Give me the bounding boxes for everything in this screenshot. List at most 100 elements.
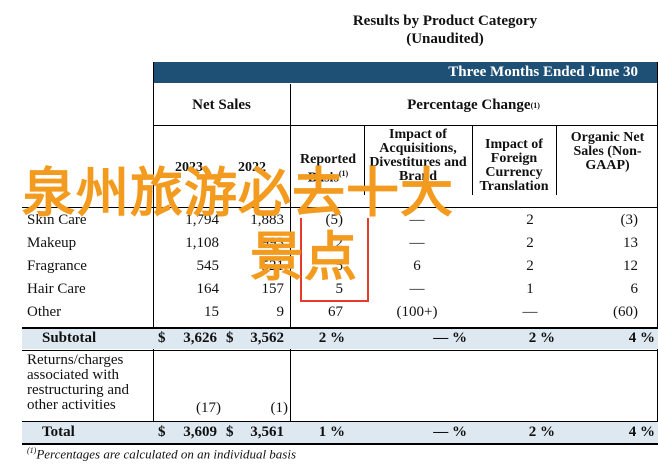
footnote: (1)Percentages are calculated on an indi… [27, 446, 296, 462]
col-2022: 2022 [238, 160, 266, 175]
grid-line [153, 125, 658, 126]
pct-sign: % [330, 330, 345, 346]
pct-sign: % [640, 330, 655, 346]
row-label: Skin Care [27, 212, 87, 228]
cell-reported: 12 [328, 235, 343, 251]
total-fx: 2 % [475, 424, 555, 441]
grid-line [22, 350, 658, 351]
grid-line [153, 62, 154, 444]
cell-reported: 67 [328, 304, 343, 320]
row-label: Other [27, 304, 62, 320]
report-subtitle: (Unaudited) [406, 31, 484, 47]
cell-y2023: 164 [196, 281, 220, 297]
cell-y2022: 993 [261, 235, 285, 251]
returns-label: Returns/charges associated with restruct… [27, 353, 129, 413]
overlay-line-2: 景点 [250, 227, 358, 288]
subtotal-cur-2023: $ [158, 330, 166, 346]
cell-fx: 2 [526, 258, 534, 274]
pct-sign: % [330, 424, 345, 440]
grid-line [472, 125, 473, 195]
col-reported: Reported Basis(1) [293, 153, 363, 186]
total-cur-2023: $ [158, 424, 166, 440]
subtotal-organic-value: 4 [628, 330, 637, 346]
period-header-bar: Three Months Ended June 30 [153, 62, 658, 83]
grid-line [22, 443, 658, 445]
total-acq-value: — [433, 424, 449, 440]
red-frame-overlay [300, 218, 369, 302]
total-band [22, 422, 658, 443]
grid-line [22, 207, 658, 208]
subtotal-reported-value: 2 [318, 330, 327, 346]
pct-sign: % [540, 424, 555, 440]
cell-y2023: 1,794 [185, 212, 219, 228]
cell-y2022: 1,883 [250, 212, 284, 228]
cell-acq: (100+) [396, 304, 438, 320]
pct-sign: % [640, 424, 655, 440]
row-label: Fragrance [27, 258, 87, 274]
total-cur-2022: $ [226, 424, 234, 440]
col-organic: Organic Net Sales (Non-GAAP) [570, 130, 645, 173]
returns-2023: (17) [196, 400, 221, 416]
subtotal-organic: 4 % [560, 330, 655, 347]
pct-sign: % [540, 330, 555, 346]
cell-acq: — [409, 235, 425, 251]
cell-organic: 6 [630, 281, 639, 297]
total-organic-value: 4 [628, 424, 637, 440]
cell-acq: — [409, 212, 425, 228]
report-title: Results by Product Category [352, 13, 538, 29]
footnote-ref: (1) [27, 446, 37, 455]
pct-change-label: Percentage Change [407, 96, 531, 113]
total-reported-value: 1 [318, 424, 327, 440]
grid-line [22, 327, 658, 329]
row-label: Hair Care [27, 281, 86, 297]
cell-acq: — [409, 281, 425, 297]
row-label: Makeup [27, 235, 77, 251]
total-2022: 3,561 [250, 424, 284, 440]
subtotal-acq-value: — [433, 330, 449, 346]
returns-line: other activities [27, 397, 116, 413]
col-acquisitions: Impact of Acquisitions, Divestitures and… [369, 127, 467, 184]
total-2023: 3,609 [183, 424, 217, 440]
cell-fx: 2 [526, 235, 534, 251]
cell-y2023: 15 [204, 304, 219, 320]
cell-y2022: 9 [276, 304, 285, 320]
total-organic: 4 % [560, 424, 655, 441]
cell-reported: (5) [325, 212, 344, 228]
pct-sign: % [452, 424, 467, 440]
col-reported-footnote-ref: (1) [338, 169, 349, 178]
cell-y2022: 521 [261, 258, 285, 274]
cell-organic: 13 [623, 235, 638, 251]
returns-line: restructuring and [27, 382, 130, 398]
cell-fx: 1 [526, 281, 534, 297]
grid-line [290, 84, 291, 444]
cell-fx: — [522, 304, 538, 320]
total-fx-value: 2 [528, 424, 537, 440]
cell-organic: 12 [623, 258, 638, 274]
subtotal-band [22, 328, 658, 349]
overlay-line-1: 泉州旅游必去十大 [22, 163, 454, 224]
watermark-overlay-text: 泉州旅游必去十大 景点 [22, 162, 454, 290]
subtotal-fx-value: 2 [528, 330, 537, 346]
cell-organic: (3) [620, 212, 639, 228]
grid-line [364, 125, 365, 195]
pct-sign: % [452, 330, 467, 346]
subtotal-reported: 2 % [293, 330, 345, 347]
cell-y2022: 157 [261, 281, 285, 297]
subtotal-2022: 3,562 [250, 330, 284, 346]
cell-y2023: 545 [196, 258, 220, 274]
period-label: Three Months Ended June 30 [448, 64, 638, 80]
col-reported-label: Reported Basis [300, 152, 356, 186]
cell-acq: 6 [413, 258, 421, 274]
returns-line: Returns/charges [27, 352, 124, 368]
cell-reported: 5 [335, 281, 344, 297]
subtotal-fx: 2 % [475, 330, 555, 347]
net-sales-header: Net Sales [192, 96, 251, 113]
grid-line [556, 125, 557, 195]
subtotal-cur-2022: $ [226, 330, 234, 346]
cell-organic: (60) [613, 304, 638, 320]
subtotal-2023: 3,626 [183, 330, 217, 346]
pct-change-header: Percentage Change (1) [290, 86, 657, 124]
footnote-text: Percentages are calculated on an individ… [36, 446, 297, 462]
subtotal-acq: — % [370, 330, 467, 347]
total-reported: 1 % [293, 424, 345, 441]
